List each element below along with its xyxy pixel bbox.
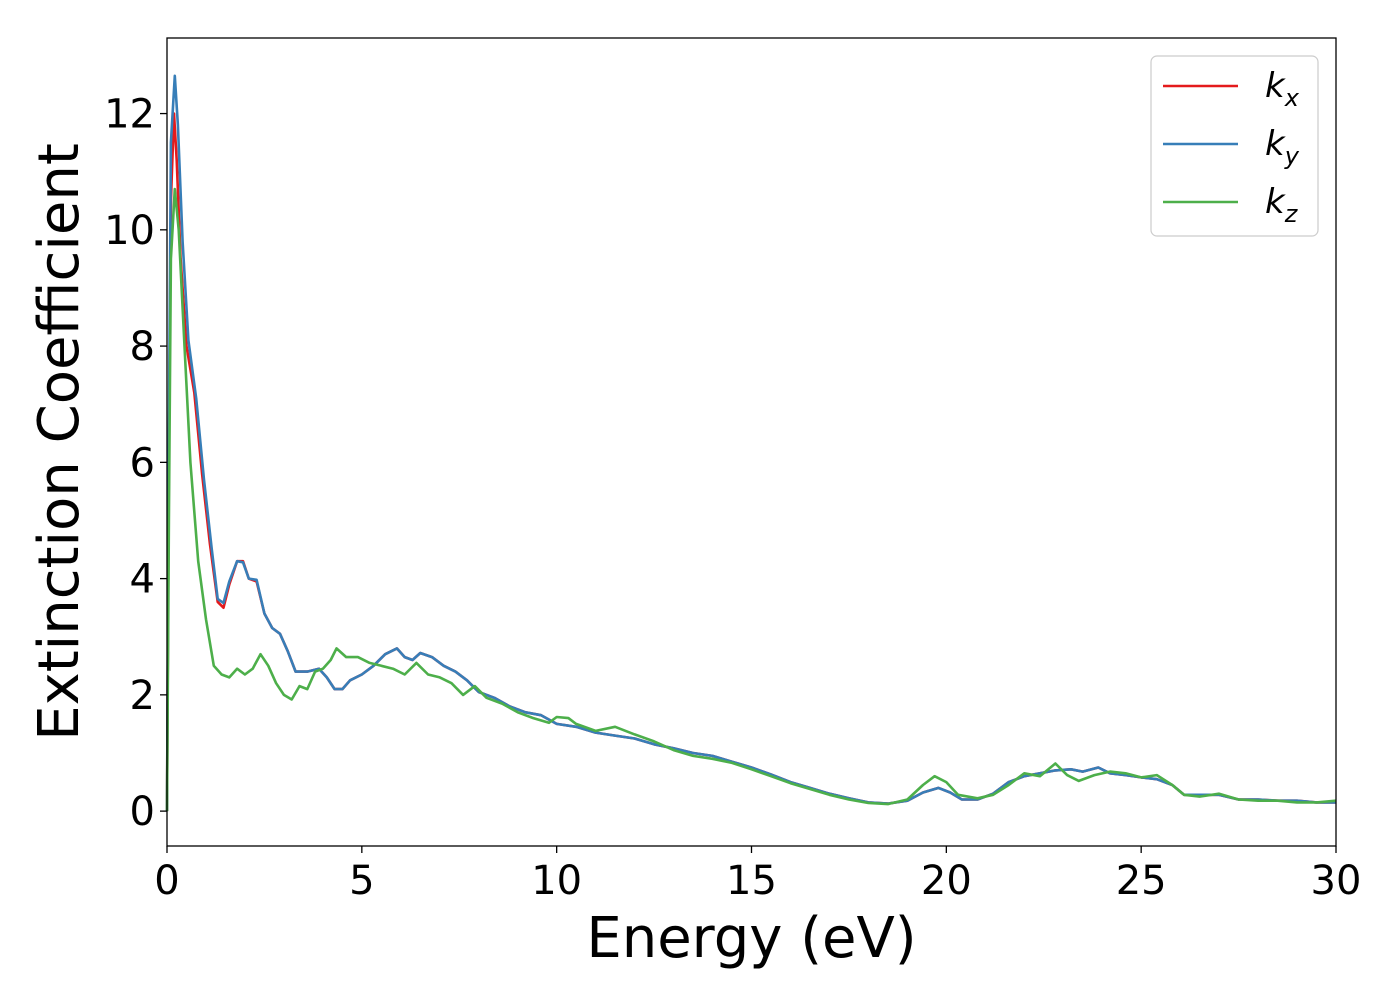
series-line-z	[165, 187, 1337, 812]
x-tick-label: 15	[726, 858, 777, 904]
y-tick-label: 4	[130, 557, 155, 603]
y-tick-label: 8	[130, 324, 155, 370]
legend-label-x: kx	[1265, 66, 1300, 112]
y-axis-title: Extinction Coefficient	[27, 143, 92, 741]
y-axis-ticks: 0 2 4 6 8 10 12	[104, 92, 167, 835]
series-layer	[165, 74, 1337, 812]
x-axis-title: Energy (eV)	[586, 906, 916, 971]
x-tick-label: 20	[921, 858, 972, 904]
legend: kx ky kz	[1150, 55, 1319, 237]
x-tick-label: 30	[1311, 858, 1362, 904]
x-tick-label: 5	[349, 858, 374, 904]
series-line-y	[165, 74, 1336, 812]
legend-box	[1150, 55, 1319, 237]
y-tick-label: 10	[104, 208, 155, 254]
y-tick-label: 2	[130, 673, 155, 719]
legend-label-z: kz	[1265, 182, 1299, 228]
x-tick-label: 25	[1116, 858, 1167, 904]
y-tick-label: 0	[130, 789, 155, 835]
y-tick-label: 12	[104, 92, 155, 138]
legend-label-y: ky	[1265, 124, 1300, 170]
x-tick-label: 10	[531, 858, 582, 904]
x-tick-label: 0	[154, 858, 179, 904]
y-tick-label: 6	[130, 440, 155, 486]
x-axis-ticks: 0 5 10 15 20 25 30	[154, 846, 1361, 904]
